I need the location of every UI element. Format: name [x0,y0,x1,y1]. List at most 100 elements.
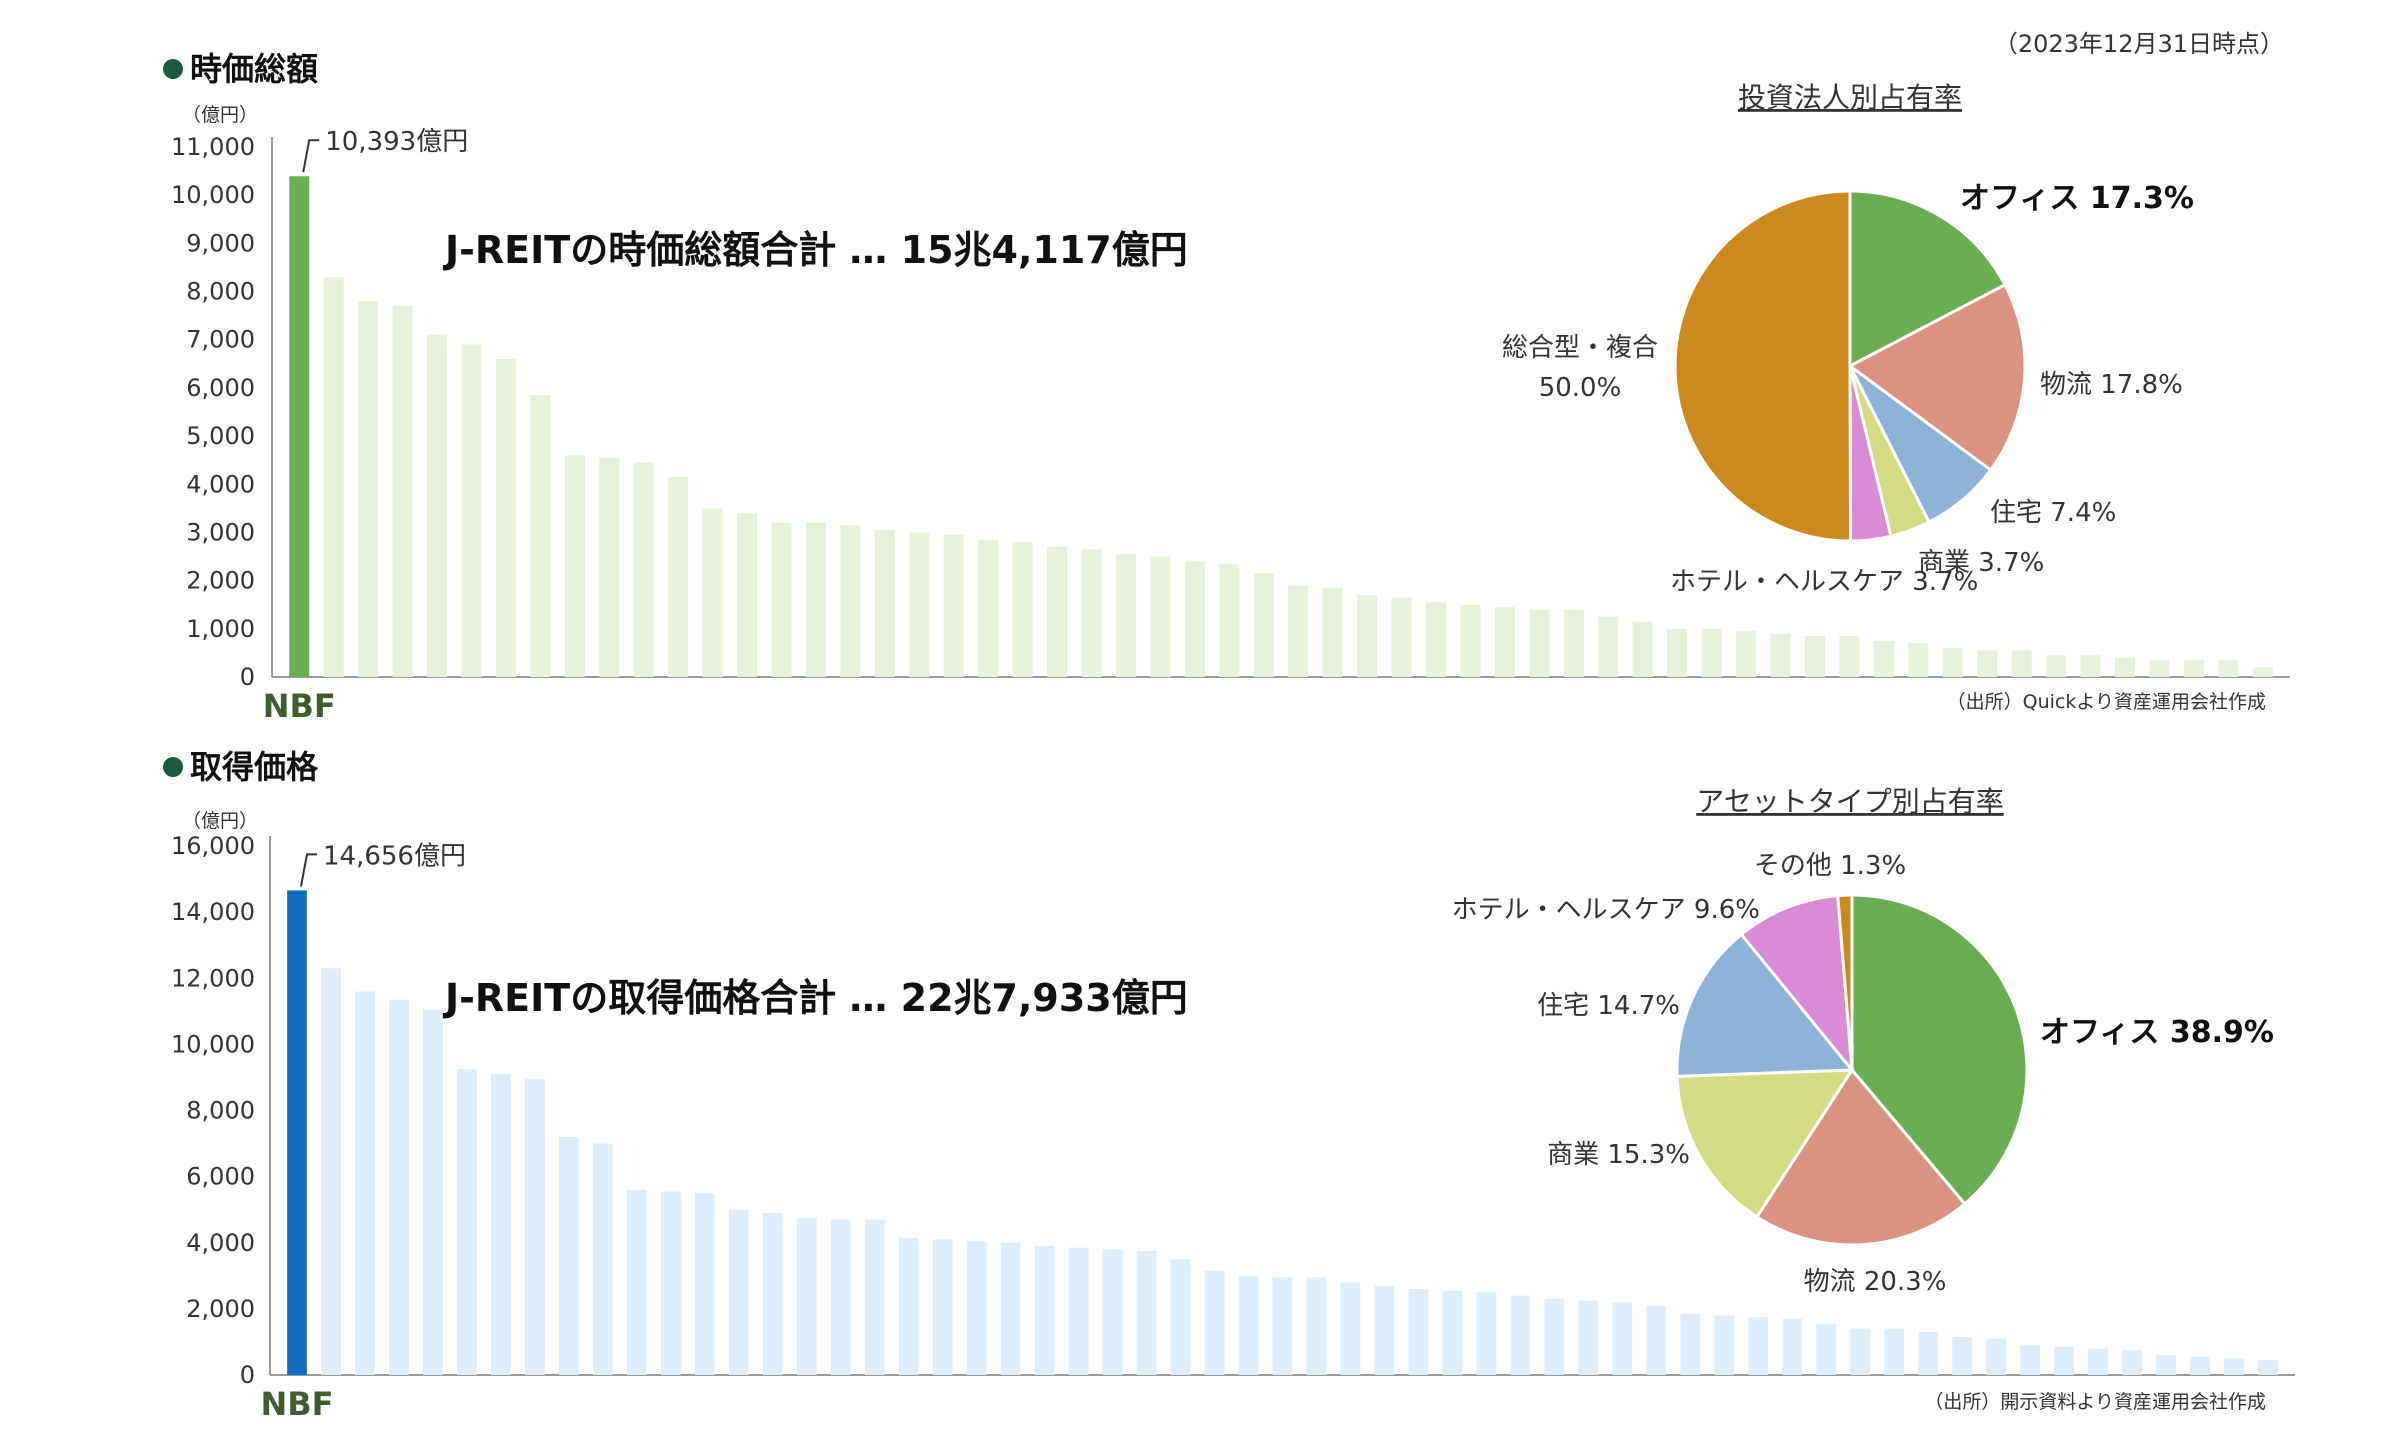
y-tick-label: 2,000 [186,567,255,595]
bar [1701,628,1722,677]
bar [1253,573,1274,677]
as-of-date: （2023年12月31日時点） [1994,30,2284,58]
bar [1544,1298,1565,1375]
bar [1081,549,1102,677]
bar [1408,1289,1429,1375]
bar [2020,1345,2040,1375]
bar [864,1219,885,1375]
pie-slice [1673,189,1853,543]
pie-label-other: その他 1.3% [1754,851,1906,881]
bar [1612,1302,1633,1375]
bar [1646,1305,1667,1375]
category-label-nbf: NBF [260,1385,333,1423]
bar [1748,1317,1769,1375]
pie-label-residential: 住宅 14.7% [1537,991,1680,1021]
bar [564,455,585,677]
bar [323,277,344,677]
bar [1563,609,1584,677]
y-tick-label: 8,000 [186,278,255,306]
pie-slice [1848,189,2008,369]
pie-slice [1850,893,2029,1206]
headline-total: J-REITの取得価格合計 … 22兆7,933億円 [442,976,1188,1020]
y-tick-label: 7,000 [186,326,255,354]
bar [762,1212,783,1375]
pie-label-logistics: 物流 17.8% [2040,370,2183,400]
bar [1306,1277,1327,1375]
bar [1986,1338,2006,1375]
bar [1102,1249,1123,1375]
bar [2190,1356,2210,1375]
source-note: （出所）開示資料より資産運用会社作成 [1924,1391,2266,1413]
bar [2114,657,2135,677]
section-title: 時価総額 [190,50,318,88]
bar [1510,1295,1531,1375]
y-tick-label: 4,000 [186,1229,255,1257]
y-tick-label: 0 [240,1361,255,1389]
bar [389,999,409,1375]
bar [737,513,758,677]
bar [1529,609,1550,677]
pie-slice [1675,1068,1855,1219]
category-label-nbf: NBF [263,687,336,725]
bar [978,539,999,677]
y-tick-label: 10,000 [171,1030,255,1058]
bar [1736,631,1757,677]
bar [525,1079,545,1375]
pie-slice [1675,932,1856,1078]
pie-slice [1754,1067,1967,1247]
bar [1204,1270,1225,1375]
pie-label-logistics: 物流 20.3% [1804,1267,1947,1297]
bar [1714,1315,1735,1375]
bar [1115,554,1136,677]
bar [491,1074,511,1375]
bar [2054,1346,2074,1375]
bar [898,1237,919,1375]
bar [461,344,482,677]
bar [1839,636,1860,677]
bar [1667,628,1688,677]
bar [805,522,826,677]
bar [1598,616,1619,677]
bar [1884,1328,1905,1375]
y-tick-label: 11,000 [171,133,255,161]
bar [1578,1300,1599,1375]
bar [1068,1247,1089,1375]
bar [668,477,689,677]
pie-label-hotel: ホテル・ヘルスケア 9.6% [1452,895,1760,925]
bar [1238,1275,1259,1375]
bar-nbf [287,890,307,1375]
callout-leader [302,139,320,173]
bar [1184,561,1205,677]
bar [1391,597,1412,677]
bar [1680,1313,1701,1375]
bar [2183,660,2204,677]
source-note: （出所）Quickより資産運用会社作成 [1947,691,2266,713]
bar-nbf [289,176,310,677]
bar [874,530,895,677]
bar [1272,1277,1293,1375]
bar [1952,1336,1973,1375]
bar [1494,607,1515,677]
highlight-value-label: 10,393億円 [325,127,468,157]
bar [966,1241,987,1375]
bar [1442,1290,1463,1375]
bar [559,1136,579,1375]
highlight-value-label: 14,656億円 [323,841,466,871]
y-tick-label: 4,000 [186,470,255,498]
y-tick-label: 0 [240,663,255,691]
bar [626,1189,647,1375]
bar [1374,1285,1395,1375]
bar [1322,587,1343,677]
section-bullet-icon [163,757,183,777]
y-tick-label: 5,000 [186,422,255,450]
bar [355,991,375,1375]
pie-slice [1739,893,1854,1075]
bar [1816,1323,1837,1375]
bar [1047,546,1068,677]
bar [495,359,516,677]
y-tick-label: 9,000 [186,229,255,257]
y-tick-label: 6,000 [186,374,255,402]
bar [830,1219,851,1375]
bar [771,522,792,677]
bar [530,395,551,677]
